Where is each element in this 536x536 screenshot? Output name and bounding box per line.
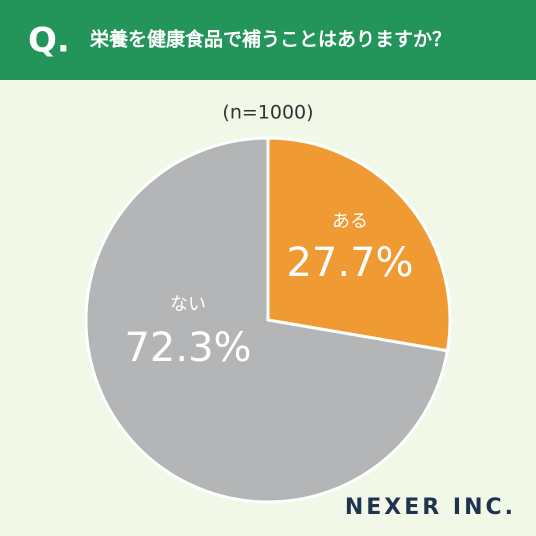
- slice-value-label: 27.7%: [286, 240, 413, 286]
- slice-category-label: ある: [332, 211, 368, 232]
- brand: NEXER INC.: [345, 495, 516, 520]
- pie-slice: [266, 136, 452, 353]
- pie: [84, 136, 452, 504]
- slice-value-label: 72.3%: [124, 325, 251, 371]
- slice-category-label: ない: [170, 294, 206, 315]
- header: [0, 0, 536, 80]
- question-mark: Q.: [28, 21, 70, 61]
- chart-title: 栄養を健康食品で補うことはありますか？: [89, 28, 451, 51]
- chart-subtitle: (n=1000): [222, 102, 313, 124]
- pie-slice: [84, 136, 450, 504]
